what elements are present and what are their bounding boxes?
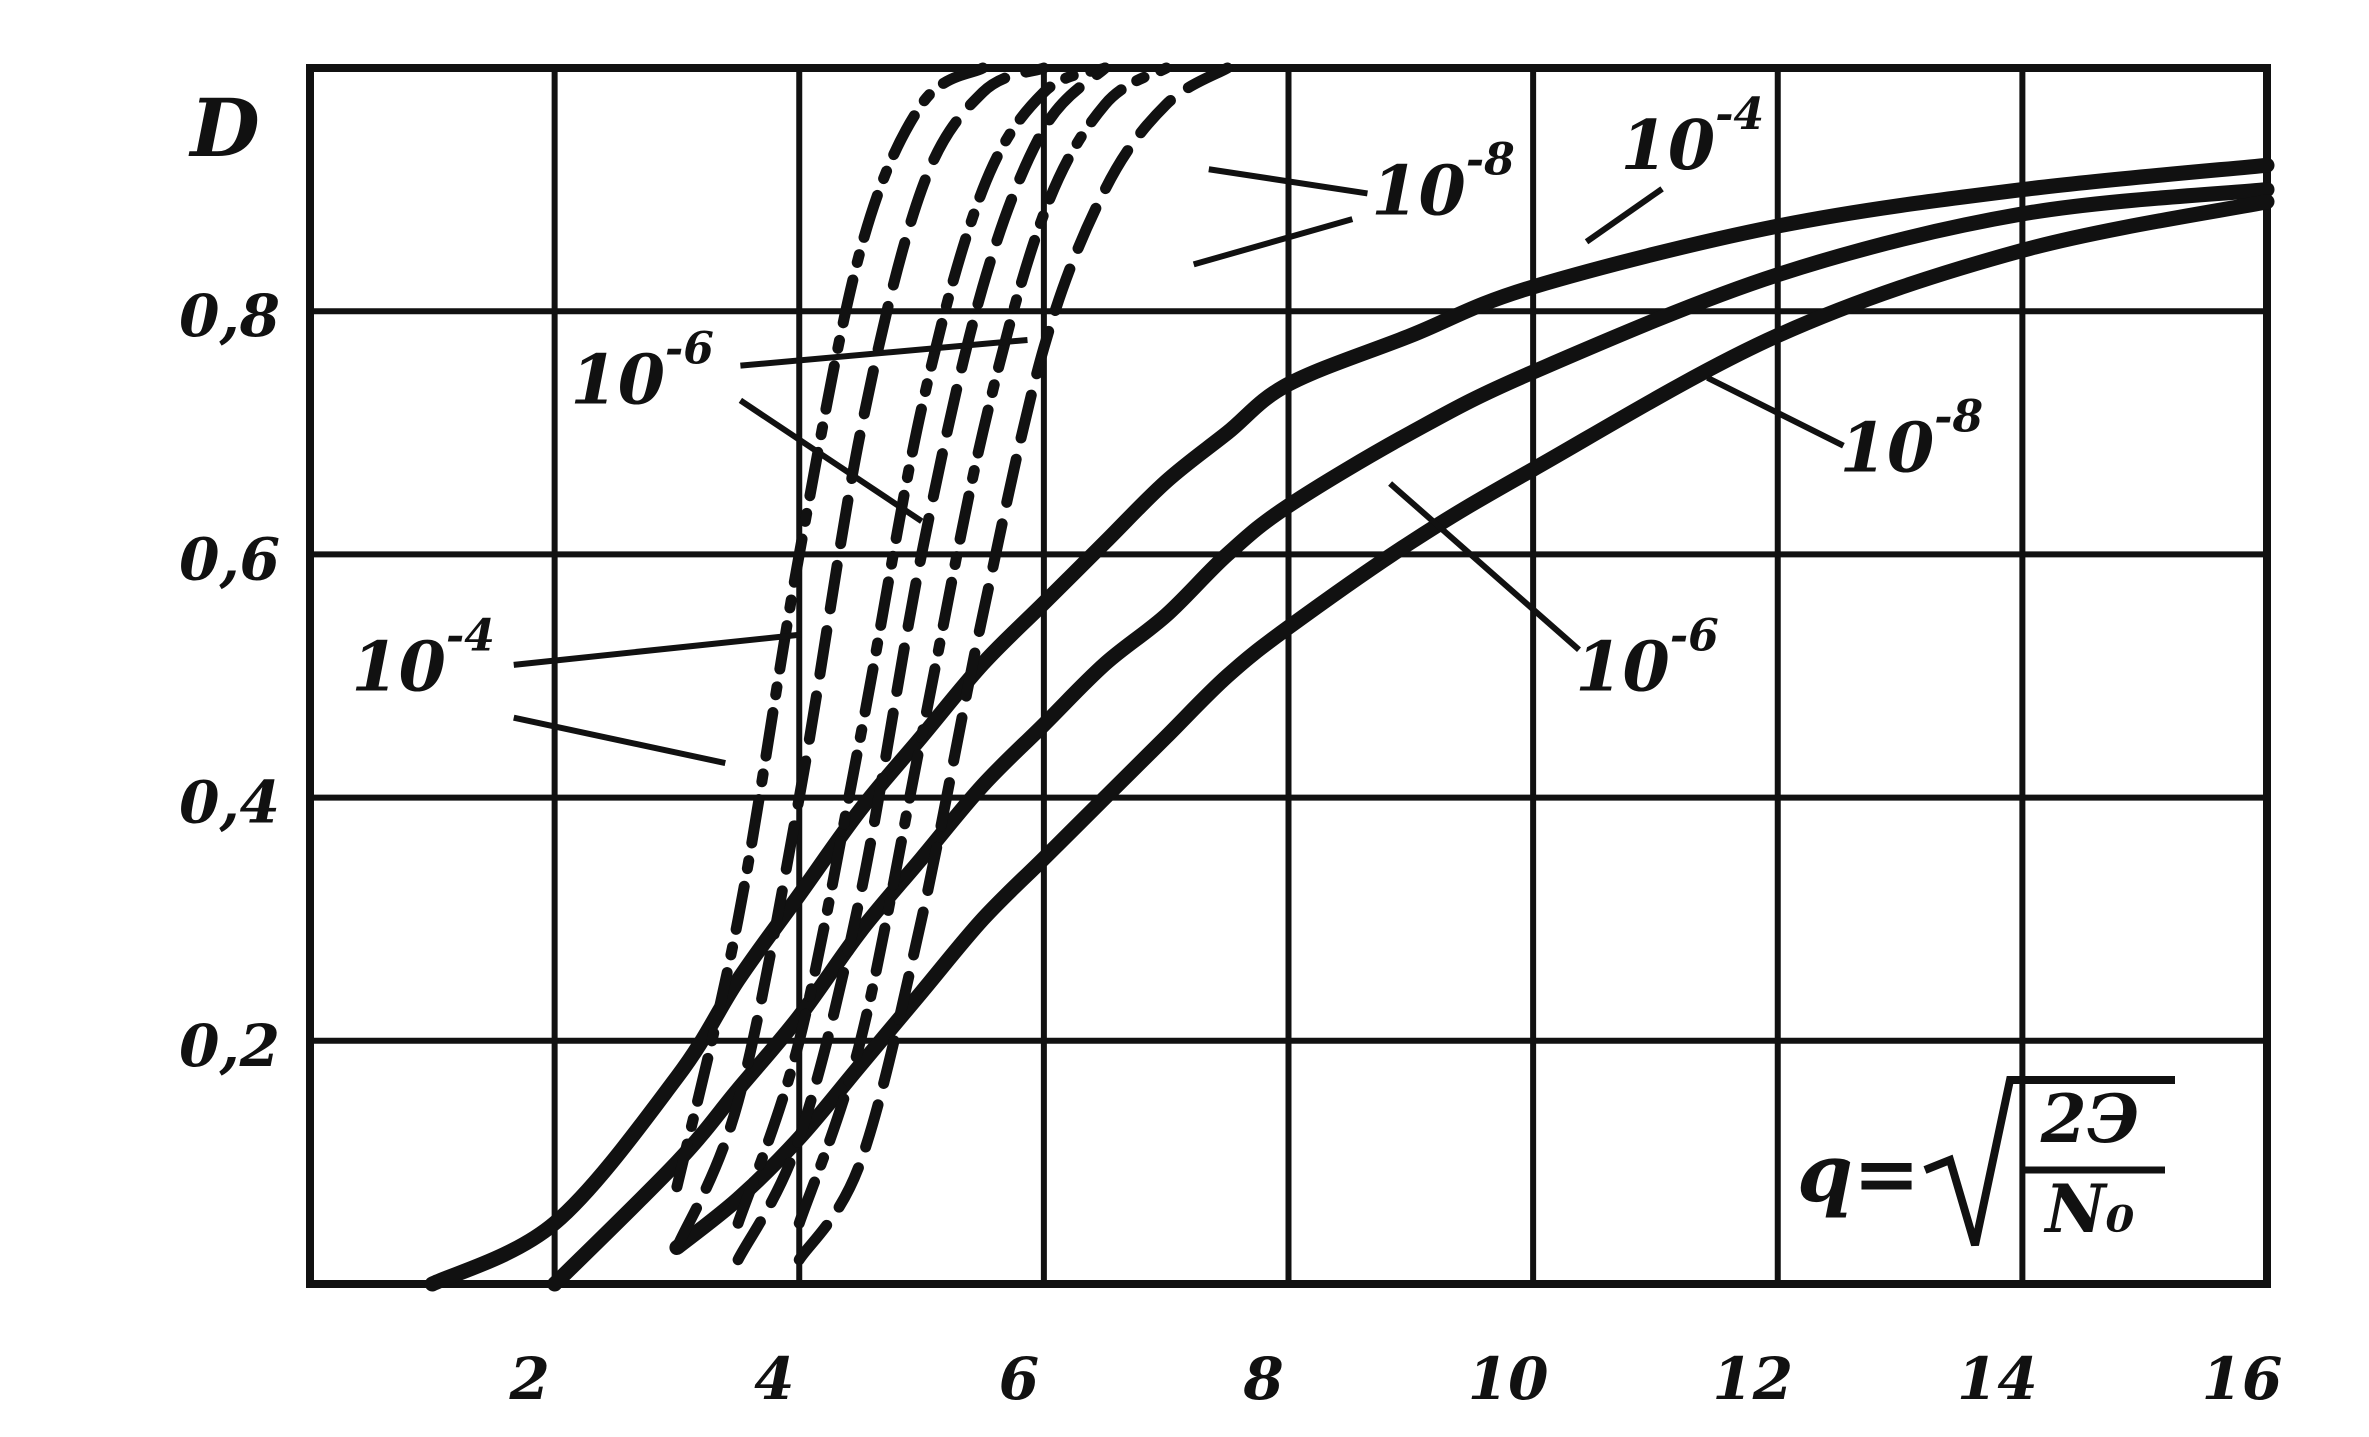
curve xyxy=(671,62,989,1193)
annotation-exponent: -6 xyxy=(665,323,714,374)
curve xyxy=(671,62,1050,1254)
annotation-leader xyxy=(738,397,924,524)
x-tick-label: 8 xyxy=(1242,1345,1283,1413)
annotation-leader xyxy=(1706,375,1845,449)
curve xyxy=(732,62,1111,1229)
x-tick-label: 12 xyxy=(1712,1345,1793,1413)
plot-frame xyxy=(306,64,2271,1288)
curve xyxy=(793,62,1233,1266)
annotation-base: 10 xyxy=(1575,627,1670,707)
curve xyxy=(793,62,1172,1229)
annotation-leader xyxy=(1208,166,1368,197)
curve xyxy=(669,194,2275,1256)
y-tick-label: 0,6 xyxy=(179,525,280,593)
annotation-base: 10 xyxy=(1371,151,1466,231)
annotation-leader xyxy=(513,631,802,668)
x-tick-label: 6 xyxy=(999,1345,1039,1413)
y-tick-label: 0,4 xyxy=(179,769,280,837)
annotation-exponent: -8 xyxy=(1466,134,1515,185)
annotation-base: 10 xyxy=(1621,106,1716,186)
x-tick-label: 2 xyxy=(508,1345,549,1413)
x-axis-label-numerator: 2Э xyxy=(2040,1080,2139,1158)
annotation-base: 10 xyxy=(1840,408,1935,488)
annotation-exponent: -8 xyxy=(1934,391,1983,442)
annotation: 10-4 xyxy=(351,610,495,707)
annotation-exponent: -4 xyxy=(1715,89,1764,140)
y-axis-label: D xyxy=(188,81,259,175)
annotation: 10-6 xyxy=(1575,610,1719,707)
annotation-base: 10 xyxy=(570,340,665,420)
x-tick-label: 16 xyxy=(2202,1345,2283,1413)
annotation: 10-8 xyxy=(1371,134,1515,231)
curve xyxy=(732,62,1111,1266)
annotation-leader xyxy=(513,714,726,766)
x-axis-label-denominator: N₀ xyxy=(2043,1170,2134,1248)
annotation: 10-6 xyxy=(570,323,714,420)
x-tick-label: 4 xyxy=(754,1345,794,1413)
annotation: 10-8 xyxy=(1840,391,1984,488)
annotation-base: 10 xyxy=(351,627,446,707)
x-tick-label: 14 xyxy=(1957,1345,2038,1413)
annotation: 10-4 xyxy=(1621,89,1765,186)
y-tick-label: 0,2 xyxy=(179,1012,280,1080)
x-axis-label: q= xyxy=(1797,1126,1920,1220)
annotation-leader xyxy=(740,336,1028,369)
annotation-exponent: -6 xyxy=(1670,610,1719,661)
x-tick-label: 10 xyxy=(1468,1345,1549,1413)
radical-sign xyxy=(1923,1076,2175,1247)
y-tick-label: 0,8 xyxy=(179,282,280,350)
annotation-leader xyxy=(1388,481,1581,652)
annotation-exponent: -4 xyxy=(446,610,495,661)
annotation-leader xyxy=(1584,186,1664,245)
annotation-leader xyxy=(1192,216,1354,268)
curve xyxy=(547,182,2275,1292)
